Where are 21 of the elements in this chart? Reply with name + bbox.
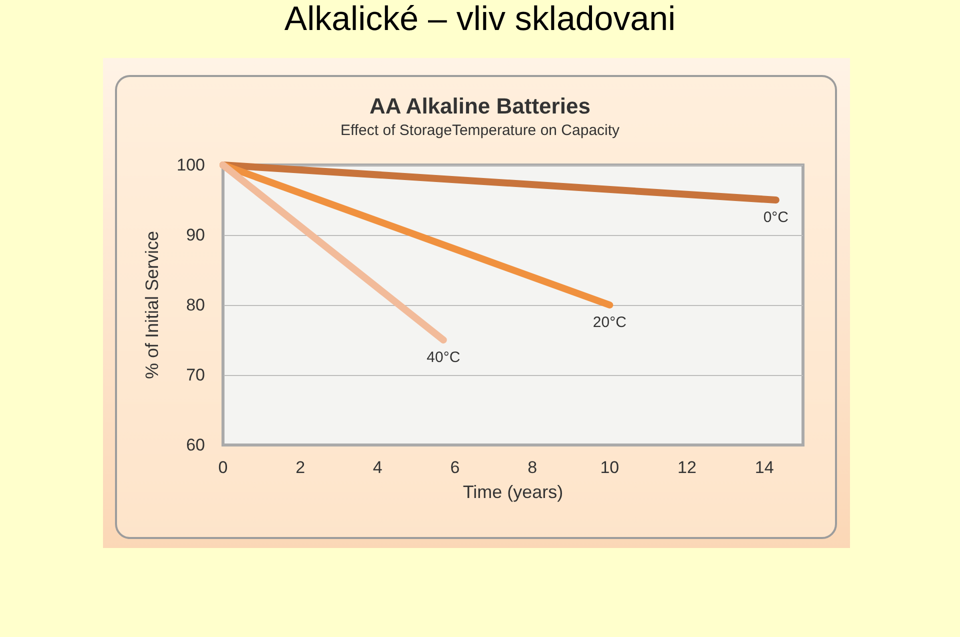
y-tick-label: 60 — [186, 436, 205, 454]
x-axis-title: Time (years) — [462, 482, 564, 502]
text: Alkalické – vliv skladovani — [284, 0, 676, 38]
y-axis-title: % of Initial Service — [142, 230, 162, 380]
x-tick-label: 8 — [528, 458, 538, 477]
series-label: 20°C — [592, 314, 627, 331]
x-tick-label: 0 — [218, 458, 228, 477]
x-tick-label: 12 — [678, 458, 696, 477]
chart-title: AA Alkaline Batteries — [370, 94, 590, 118]
chart-subtitle: Effect of StorageTemperature on Capacity — [340, 122, 620, 139]
series-label: 0°C — [763, 209, 789, 226]
y-tick-label: 70 — [186, 366, 205, 384]
series-label: 40°C — [426, 349, 460, 366]
x-tick-label: 14 — [754, 458, 774, 477]
y-tick-label: 80 — [186, 296, 205, 314]
x-tick-label: 2 — [296, 458, 306, 477]
x-tick-label: 10 — [600, 458, 620, 477]
x-tick-label: 6 — [450, 458, 460, 477]
y-tick-label: 100 — [176, 156, 205, 174]
y-tick-label: 90 — [186, 226, 205, 244]
x-tick-label: 4 — [372, 458, 382, 477]
